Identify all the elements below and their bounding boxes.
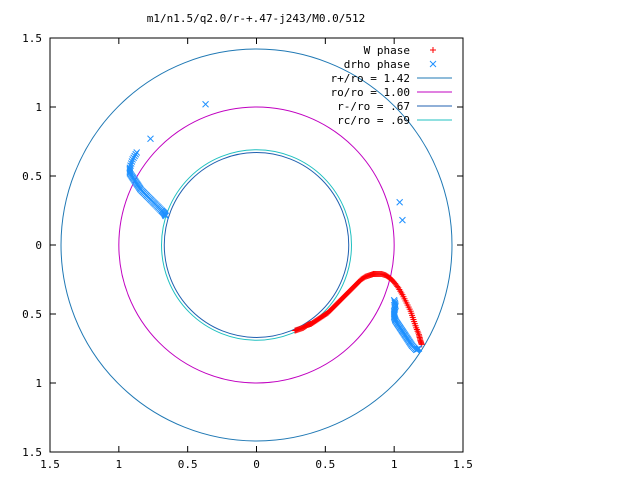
drho-phase-point bbox=[129, 156, 136, 163]
drho-phase-point bbox=[415, 345, 423, 352]
y-tick-label: 0.5 bbox=[22, 170, 42, 183]
circle-ro-ro bbox=[118, 106, 395, 384]
y-tick-label: 0.5 bbox=[22, 308, 42, 321]
data-series bbox=[126, 100, 425, 354]
drho-phase-point bbox=[126, 168, 134, 176]
legend-label: rc/ro = .69 bbox=[337, 114, 410, 127]
drho-phase-point bbox=[127, 160, 135, 167]
circle-r-ro bbox=[163, 152, 350, 338]
legend-label: W phase bbox=[364, 44, 410, 57]
legend-label: r-/ro = .67 bbox=[337, 100, 410, 113]
x-tick-label: 0 bbox=[253, 458, 260, 471]
drho-phase-point bbox=[399, 216, 406, 224]
x-tick-label: 0.5 bbox=[315, 458, 335, 471]
legend-label: r+/ro = 1.42 bbox=[331, 72, 410, 85]
chart-title: m1/n1.5/q2.0/r-+.47-j243/M0.0/512 bbox=[147, 12, 366, 25]
circle-r-ro bbox=[60, 48, 453, 442]
drho-phase-point bbox=[147, 135, 154, 143]
x-tick-label: 1 bbox=[391, 458, 398, 471]
drho-phase-point bbox=[162, 212, 169, 220]
x-tick-label: 1.5 bbox=[40, 458, 60, 471]
y-tick-label: 1.5 bbox=[22, 446, 42, 459]
drho-phase-point bbox=[396, 198, 404, 206]
drho-phase-point bbox=[128, 158, 136, 165]
y-tick-label: 1 bbox=[35, 101, 42, 114]
x-tick-label: 1.5 bbox=[453, 458, 473, 471]
w-phase-point bbox=[394, 283, 401, 290]
circle-rc-ro bbox=[161, 149, 352, 341]
drho-phase-point bbox=[202, 100, 209, 108]
y-tick-label: 1 bbox=[35, 377, 42, 390]
legend-marker-x bbox=[429, 60, 437, 68]
legend-marker-plus bbox=[430, 47, 436, 53]
y-tick-label: 0 bbox=[35, 239, 42, 252]
legend-label: ro/ro = 1.00 bbox=[331, 86, 410, 99]
x-tick-label: 1 bbox=[116, 458, 123, 471]
series-w-phase bbox=[292, 270, 425, 348]
y-tick-label: 1.5 bbox=[22, 32, 42, 45]
legend-label: drho phase bbox=[344, 58, 410, 71]
reference-circles bbox=[60, 48, 453, 442]
x-tick-label: 0.5 bbox=[178, 458, 198, 471]
series-drho-phase bbox=[126, 100, 423, 354]
